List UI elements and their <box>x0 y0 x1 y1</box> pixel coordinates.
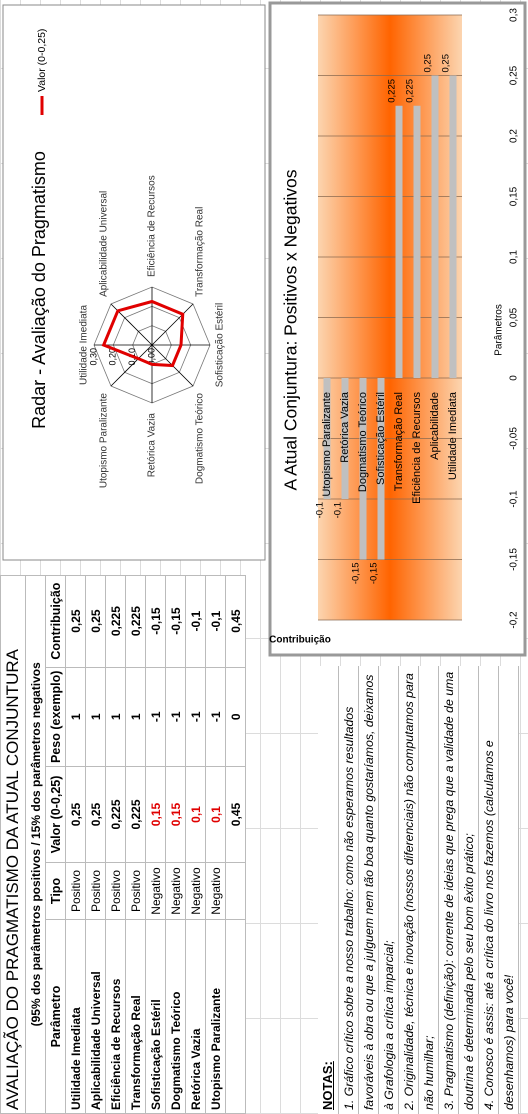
x-tick-label: -0,15 <box>509 548 520 571</box>
x-tick-label: 0,2 <box>509 129 520 143</box>
legend-label: Valor (0-0,25) <box>36 29 48 92</box>
radar-frame <box>2 4 266 561</box>
category-label: Transformação Real <box>195 207 206 297</box>
category-label: Eficiência de Recursos <box>411 392 423 504</box>
category-label: Dogmatismo Teórico <box>195 393 206 484</box>
value-label: 0,225 <box>387 79 398 103</box>
x-axis-title: Parâmetros <box>494 304 505 356</box>
category-label: Aplicabilidade <box>429 392 441 460</box>
bar <box>341 378 349 499</box>
value-label: -0,15 <box>369 563 380 585</box>
category-label: Retórica Vazia <box>147 413 158 478</box>
category-label: Utopismo Paralizante <box>99 393 110 488</box>
bar <box>413 105 421 378</box>
series-line <box>101 299 185 368</box>
value-label: 0,25 <box>423 54 434 73</box>
category-label: Utilidade Imediata <box>447 391 459 480</box>
bar <box>323 378 331 499</box>
y-axis-title: Contribuição <box>269 635 331 646</box>
category-label: Dogmatismo Teórico <box>357 392 369 492</box>
r-tick-label: 0,00 <box>146 348 156 366</box>
bar <box>377 378 385 560</box>
value-label: -0,15 <box>351 563 362 585</box>
x-tick-label: 0,15 <box>509 186 520 206</box>
category-label: Aplicabilidade Universal <box>99 191 110 297</box>
category-label: Sofisticação Estéril <box>375 392 387 485</box>
bar <box>431 75 439 378</box>
x-tick-label: 0,05 <box>509 307 520 327</box>
chart-title: Radar - Avaliação do Pragmatismo <box>29 151 49 429</box>
category-label: Retórica Vazia <box>339 391 351 463</box>
value-label: -0,1 <box>333 502 344 518</box>
x-tick-label: 0,1 <box>509 250 520 264</box>
x-tick-label: 0 <box>509 375 520 381</box>
bar <box>359 378 367 560</box>
spoke <box>110 344 153 387</box>
chart-title: A Atual Conjuntura: Positivos x Negativo… <box>281 169 301 490</box>
x-tick-label: 0,25 <box>509 65 520 85</box>
r-tick-label: 0,30 <box>88 348 98 366</box>
value-label: -0,1 <box>315 502 326 518</box>
category-label: Eficiência de Recursos <box>147 175 158 277</box>
category-label: Utopismo Paralizante <box>321 392 333 497</box>
value-label: 0,225 <box>405 79 416 103</box>
category-label: Sofisticação Estéril <box>215 303 226 387</box>
category-label: Utilidade Imediata <box>79 305 90 385</box>
x-tick-label: 0,3 <box>509 8 520 22</box>
value-label: 0,25 <box>441 54 452 73</box>
x-tick-label: -0,1 <box>509 490 520 508</box>
x-tick-label: -0,2 <box>509 611 520 629</box>
spoke <box>151 303 194 346</box>
r-tick-label: 0,20 <box>108 348 118 366</box>
bar <box>395 105 403 378</box>
category-label: Transformação Real <box>393 392 405 491</box>
x-tick-label: -0,05 <box>509 427 520 450</box>
bar <box>449 75 457 378</box>
